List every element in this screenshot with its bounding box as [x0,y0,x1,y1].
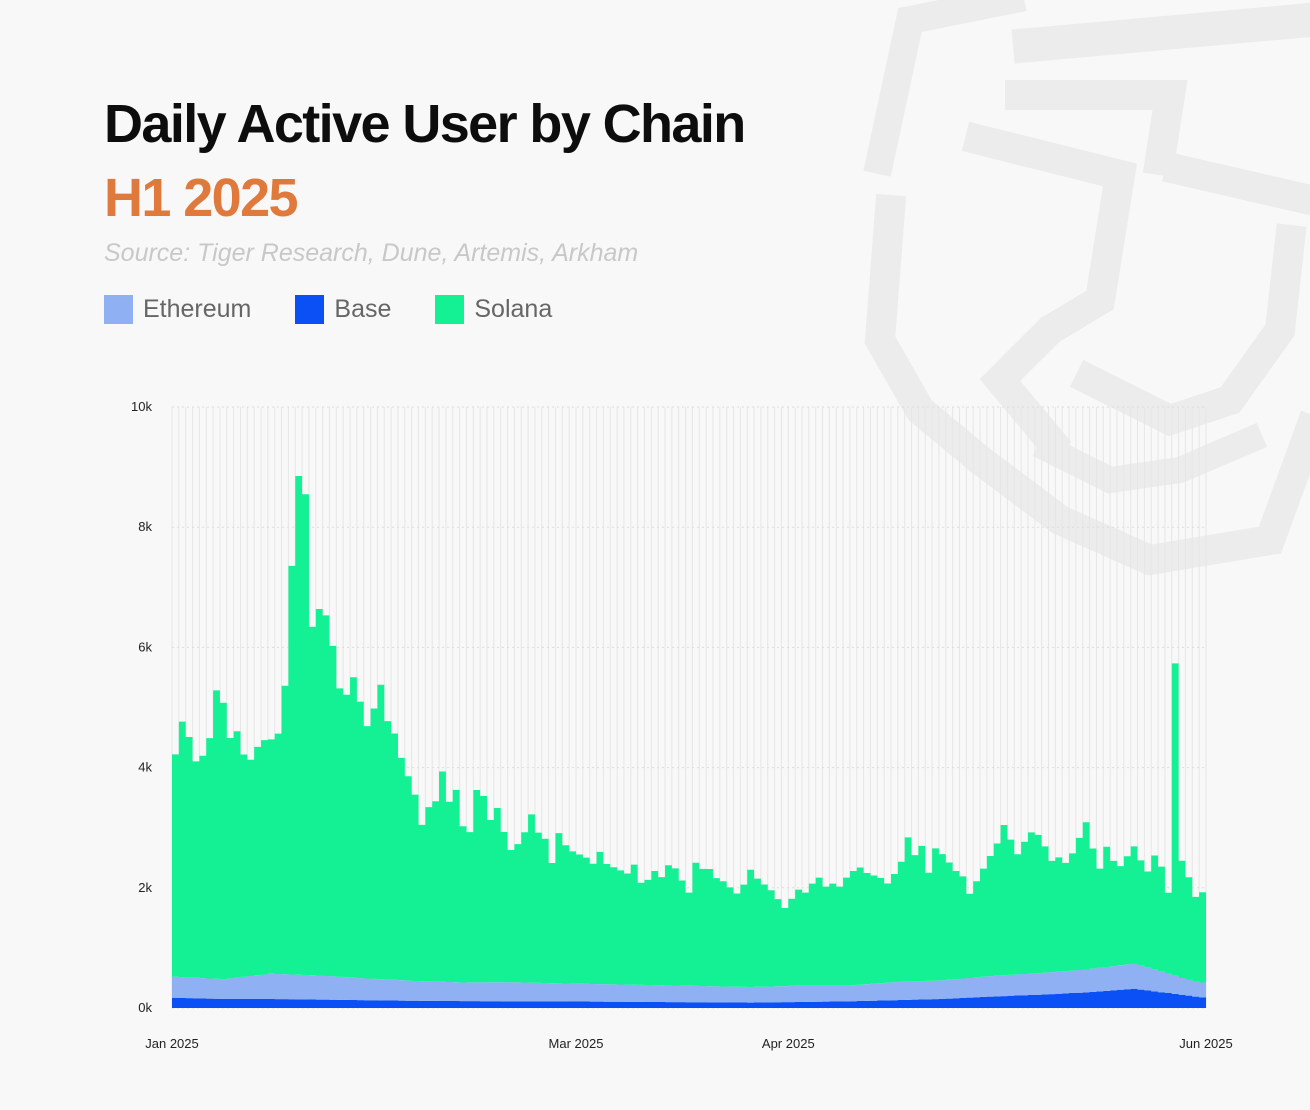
legend-label-solana: Solana [474,294,553,323]
watermark-ear-left [863,0,1027,177]
y-tick-label: 6k [138,639,152,654]
legend-item-solana: Solana [435,294,553,324]
x-tick-label: Jan 2025 [145,1036,199,1051]
chart-series [172,475,1206,1008]
series-area-solana [172,475,1206,987]
chart-subtitle: H1 2025 [104,168,299,228]
y-tick-label: 2k [138,880,152,895]
legend-swatch-ethereum [104,294,133,324]
watermark-cheek [864,193,1310,576]
y-tick-label: 8k [138,519,152,534]
watermark-stripe-mid [1005,80,1188,178]
watermark-face-right [1162,152,1310,216]
y-tick-label: 10k [131,399,152,414]
y-tick-label: 0k [138,1000,152,1015]
chart-source: Source: Tiger Research, Dune, Artemis, A… [104,239,639,267]
legend-swatch-base [295,294,325,324]
x-tick-label: Jun 2025 [1179,1036,1233,1051]
watermark-nose [1032,422,1268,494]
series-area-ethereum [172,963,1206,1003]
x-tick-label: Apr 2025 [762,1036,815,1051]
watermark-face-left [961,121,1137,462]
chart-legend: Ethereum Base Solana [104,292,596,326]
chart-axes: 0k 2k 4k 6k 8k 10k Jan 2025 Mar 2025 Apr 2025 Jun… [131,399,1233,1051]
legend-item-base: Base [295,294,392,324]
legend-swatch-solana [435,294,465,324]
legend-label-base: Base [334,294,392,323]
y-tick-label: 4k [138,760,152,775]
legend-label-ethereum: Ethereum [143,294,252,323]
series-area-base [172,988,1206,1008]
watermark-stripe-top [1011,2,1310,64]
x-tick-label: Mar 2025 [549,1036,604,1051]
chart-title: Daily Active User by Chain [104,94,746,154]
legend-item-ethereum: Ethereum [104,294,252,324]
